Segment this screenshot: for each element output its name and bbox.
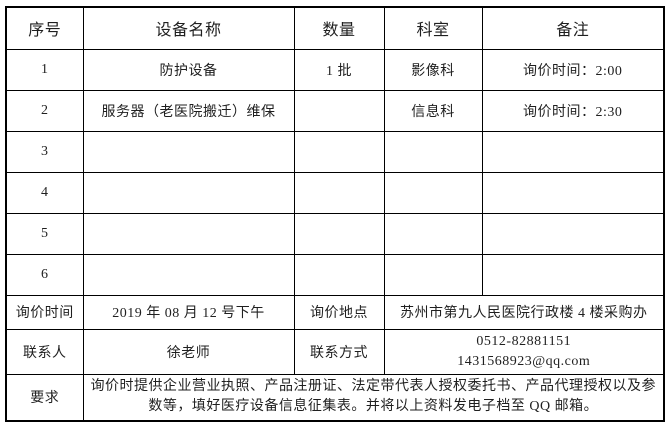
contact-method-label: 联系方式 bbox=[293, 328, 385, 376]
col-header-department: 科室 bbox=[383, 6, 483, 50]
contact-label: 联系人 bbox=[5, 328, 84, 376]
inquiry-place-label: 询价地点 bbox=[293, 294, 385, 330]
contact-row: 联系人 徐老师 联系方式 0512-82881151 1431568923@qq… bbox=[5, 328, 665, 376]
cell-quantity bbox=[293, 89, 385, 132]
col-header-remarks: 备注 bbox=[481, 6, 665, 50]
col-header-no: 序号 bbox=[5, 6, 84, 50]
cell-quantity bbox=[293, 130, 385, 173]
cell-no: 3 bbox=[5, 130, 84, 173]
table-row: 1 防护设备 1 批 影像科 询价时间：2:00 bbox=[5, 48, 665, 91]
cell-department: 信息科 bbox=[383, 89, 483, 132]
inquiry-time-row: 询价时间 2019 年 08 月 12 号下午 询价地点 苏州市第九人民医院行政… bbox=[5, 294, 665, 330]
cell-no: 4 bbox=[5, 171, 84, 214]
cell-no: 5 bbox=[5, 212, 84, 255]
table-row: 3 bbox=[5, 130, 665, 173]
document-page: 序号 设备名称 数量 科室 备注 1 防护设备 1 批 影像科 询价时间：2:0… bbox=[5, 6, 665, 422]
cell-equipment-name: 服务器（老医院搬迁）维保 bbox=[82, 89, 295, 132]
cell-quantity bbox=[293, 171, 385, 214]
contact-method-value: 0512-82881151 1431568923@qq.com bbox=[383, 328, 665, 376]
contact-phone: 0512-82881151 bbox=[476, 333, 572, 349]
cell-equipment-name bbox=[82, 253, 295, 296]
inquiry-time-label: 询价时间 bbox=[5, 294, 84, 330]
cell-equipment-name bbox=[82, 212, 295, 255]
contact-email: 1431568923@qq.com bbox=[457, 353, 591, 369]
header-row: 序号 设备名称 数量 科室 备注 bbox=[5, 6, 665, 50]
cell-department: 影像科 bbox=[383, 48, 483, 91]
col-header-equipment-name: 设备名称 bbox=[82, 6, 295, 50]
cell-remarks: 询价时间：2:00 bbox=[481, 48, 665, 91]
cell-no: 2 bbox=[5, 89, 84, 132]
requirement-label: 要求 bbox=[5, 374, 84, 422]
cell-remarks bbox=[481, 212, 665, 255]
cell-quantity bbox=[293, 253, 385, 296]
cell-remarks bbox=[481, 130, 665, 173]
col-header-quantity: 数量 bbox=[293, 6, 385, 50]
requirement-row: 要求 询价时提供企业营业执照、产品注册证、法定带代表人授权委托书、产品代理授权以… bbox=[5, 374, 665, 422]
inquiry-time-value: 2019 年 08 月 12 号下午 bbox=[82, 294, 295, 330]
inquiry-place-value: 苏州市第九人民医院行政楼 4 楼采购办 bbox=[383, 294, 665, 330]
cell-remarks bbox=[481, 253, 665, 296]
cell-equipment-name: 防护设备 bbox=[82, 48, 295, 91]
cell-no: 6 bbox=[5, 253, 84, 296]
inquiry-table: 序号 设备名称 数量 科室 备注 1 防护设备 1 批 影像科 询价时间：2:0… bbox=[5, 6, 665, 422]
cell-department bbox=[383, 171, 483, 214]
table-row: 2 服务器（老医院搬迁）维保 信息科 询价时间：2:30 bbox=[5, 89, 665, 132]
cell-remarks: 询价时间：2:30 bbox=[481, 89, 665, 132]
cell-equipment-name bbox=[82, 171, 295, 214]
cell-department bbox=[383, 130, 483, 173]
cell-equipment-name bbox=[82, 130, 295, 173]
cell-no: 1 bbox=[5, 48, 84, 91]
cell-quantity bbox=[293, 212, 385, 255]
cell-department bbox=[383, 253, 483, 296]
requirement-text: 询价时提供企业营业执照、产品注册证、法定带代表人授权委托书、产品代理授权以及参数… bbox=[82, 374, 665, 422]
table-row: 5 bbox=[5, 212, 665, 255]
table-row: 4 bbox=[5, 171, 665, 214]
cell-department bbox=[383, 212, 483, 255]
cell-quantity: 1 批 bbox=[293, 48, 385, 91]
cell-remarks bbox=[481, 171, 665, 214]
contact-value: 徐老师 bbox=[82, 328, 295, 376]
table-row: 6 bbox=[5, 253, 665, 296]
